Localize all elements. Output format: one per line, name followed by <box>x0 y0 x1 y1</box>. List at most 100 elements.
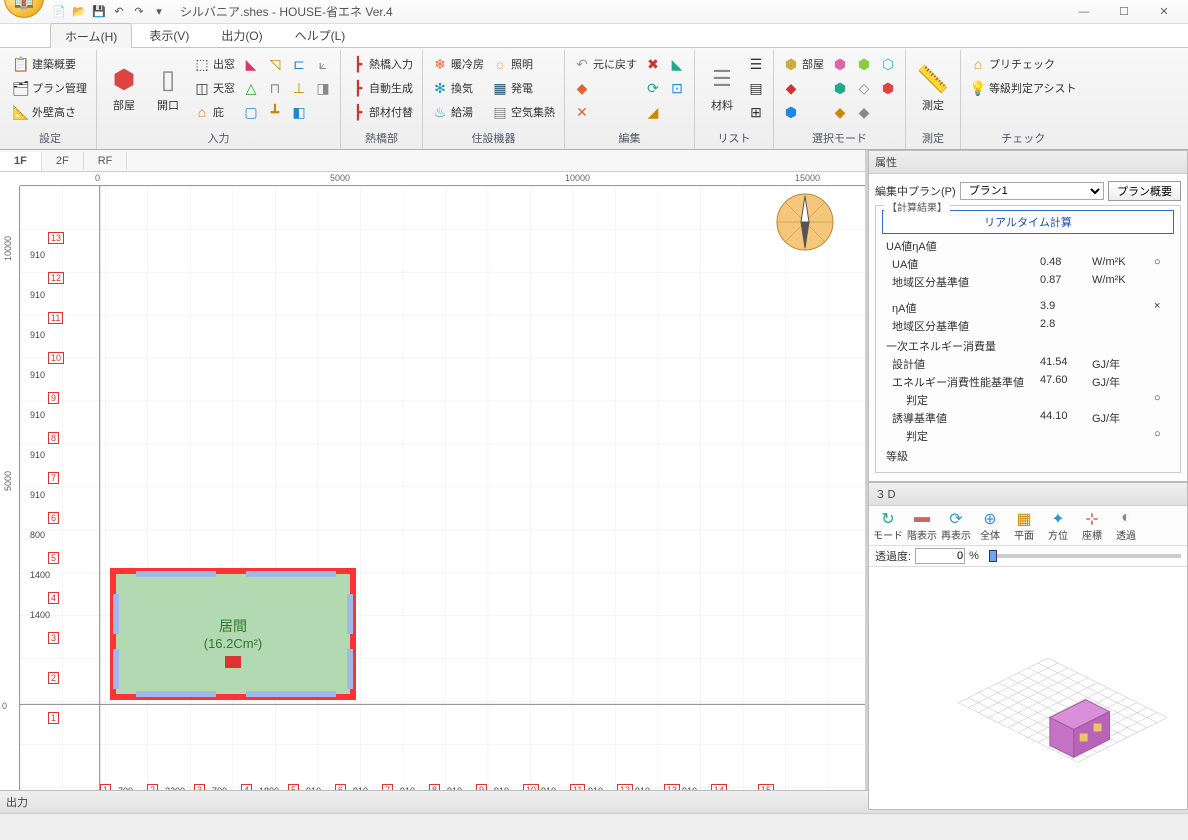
shape-btn-6[interactable]: ┻ <box>264 100 286 124</box>
edit-b3[interactable]: ✕ <box>571 100 640 124</box>
sel-b11[interactable]: ⬢ <box>877 76 899 100</box>
plan-overview-button[interactable]: プラン概要 <box>1108 181 1181 201</box>
opacity-input[interactable] <box>915 548 965 564</box>
list-b3[interactable]: ⊞ <box>745 100 767 124</box>
opening-button[interactable]: ▯開口 <box>147 52 189 124</box>
close-button[interactable]: ✕ <box>1144 0 1184 24</box>
shape-btn-7[interactable]: ⊏ <box>288 52 310 76</box>
measure-button[interactable]: 📏測定 <box>912 52 954 124</box>
sel-b6[interactable]: ◆ <box>829 100 851 124</box>
e2-icon: ◆ <box>574 80 590 96</box>
vent-button[interactable]: ✻換気 <box>429 76 487 100</box>
plan-button[interactable]: ▦平面 <box>1009 509 1039 542</box>
shape-btn-9[interactable]: ◧ <box>288 100 310 124</box>
undo-icon: ↶ <box>574 56 590 72</box>
undo-button[interactable]: ↶元に戻す <box>571 52 640 76</box>
undo-icon[interactable]: ↶ <box>110 3 128 21</box>
open-icon[interactable]: 📂 <box>70 3 88 21</box>
grade-assist-button[interactable]: 💡等級判定アシスト <box>967 76 1080 100</box>
edit-b8[interactable]: ⊡ <box>666 76 688 100</box>
redraw-button[interactable]: ⟳再表示 <box>941 509 971 542</box>
save-icon[interactable]: 💾 <box>90 3 108 21</box>
room-living[interactable]: 居間 (16.2Cm²) <box>110 568 356 700</box>
dim-value: 910 <box>400 786 415 790</box>
new-icon[interactable]: 📄 <box>50 3 68 21</box>
floor-tab-1f[interactable]: 1F <box>0 152 42 170</box>
material-button[interactable]: ☰材料 <box>701 52 743 124</box>
dim-value: 800 <box>30 530 45 540</box>
measure-icon: 📏 <box>917 63 949 95</box>
plan-manage-button[interactable]: 🗂プラン管理 <box>10 76 90 100</box>
sel-b3[interactable]: ⬢ <box>780 100 827 124</box>
e6-icon: ◢ <box>645 104 661 120</box>
redo-icon[interactable]: ↷ <box>130 3 148 21</box>
qat-dropdown-icon[interactable]: ▾ <box>150 3 168 21</box>
sb6-icon: ◆ <box>832 104 848 120</box>
shape-btn-10[interactable]: ⟀ <box>312 52 334 76</box>
edit-b7[interactable]: ◣ <box>666 52 688 76</box>
plan-select[interactable]: プラン1 <box>960 182 1104 200</box>
tab-home[interactable]: ホーム(H) <box>50 23 132 48</box>
app-menu-button[interactable]: 🏠 <box>4 0 44 18</box>
sel-room-button[interactable]: ⬢部屋 <box>780 52 827 76</box>
tab-help[interactable]: ヘルプ(L) <box>280 22 361 47</box>
sel-b5[interactable]: ⬢ <box>829 76 851 100</box>
auto-icon: ┣ <box>350 80 366 96</box>
doc-icon: 📋 <box>13 56 29 72</box>
floor-tab-2f[interactable]: 2F <box>42 152 84 170</box>
dim-value: 910 <box>588 786 603 790</box>
sel-b8[interactable]: ◇ <box>853 76 875 100</box>
coord-button[interactable]: ⊹座標 <box>1077 509 1107 542</box>
slider-track[interactable] <box>989 554 1181 558</box>
shape-btn-4[interactable]: ◹ <box>264 52 286 76</box>
guide-label: 誘導基準値 <box>882 410 1038 426</box>
replace-button[interactable]: ┣部材付替 <box>347 100 416 124</box>
edit-b6[interactable]: ◢ <box>642 100 664 124</box>
mode-button[interactable]: ↻モード <box>873 509 903 542</box>
hotwater-button[interactable]: ♨給湯 <box>429 100 487 124</box>
baywindow-button[interactable]: ⬚出窓 <box>191 52 238 76</box>
autogen-button[interactable]: ┣自動生成 <box>347 76 416 100</box>
sel-b2[interactable]: ◆ <box>780 76 827 100</box>
edit-b2[interactable]: ◆ <box>571 76 640 100</box>
light-button[interactable]: ☼照明 <box>489 52 558 76</box>
list-b2[interactable]: ▤ <box>745 76 767 100</box>
edit-b4[interactable]: ✖ <box>642 52 664 76</box>
shape-btn-3[interactable]: ▢ <box>240 100 262 124</box>
sel-b4[interactable]: ⬢ <box>829 52 851 76</box>
dim-value: 1400 <box>30 570 50 580</box>
shape-btn-8[interactable]: ⊥ <box>288 76 310 100</box>
building-summary-button[interactable]: 📋建築概要 <box>10 52 90 76</box>
bridge-input-button[interactable]: ┣熱橋入力 <box>347 52 416 76</box>
tab-view[interactable]: 表示(V) <box>134 22 204 47</box>
eave-button[interactable]: ⌂庇 <box>191 100 238 124</box>
trans-button[interactable]: ◐透過 <box>1111 509 1141 542</box>
3d-viewport[interactable] <box>869 567 1187 809</box>
all-button[interactable]: ⊕全体 <box>975 509 1005 542</box>
tab-output[interactable]: 出力(O) <box>206 22 277 47</box>
power-button[interactable]: ▦発電 <box>489 76 558 100</box>
maximize-button[interactable]: ☐ <box>1104 0 1144 24</box>
sel-b10[interactable]: ⬡ <box>877 52 899 76</box>
dim-marker: 1 <box>48 712 59 724</box>
drawing-canvas[interactable]: 0 5000 10000 15000 10000 5000 0 <box>0 172 865 790</box>
ua-mark: ○ <box>1154 256 1174 272</box>
floor-tab-rf[interactable]: RF <box>84 152 128 170</box>
aircoll-button[interactable]: ▤空気集熱 <box>489 100 558 124</box>
dir-button[interactable]: ✦方位 <box>1043 509 1073 542</box>
edit-b5[interactable]: ⟳ <box>642 76 664 100</box>
hvac-button[interactable]: ❄暖冷房 <box>429 52 487 76</box>
minimize-button[interactable]: — <box>1064 0 1104 24</box>
skylight-button[interactable]: ◫天窓 <box>191 76 238 100</box>
shape-btn-5[interactable]: ⊓ <box>264 76 286 100</box>
room-button[interactable]: ⬢部屋 <box>103 52 145 124</box>
precheck-button[interactable]: ⌂プリチェック <box>967 52 1080 76</box>
list-b1[interactable]: ☰ <box>745 52 767 76</box>
wall-height-button[interactable]: 📐外壁高さ <box>10 100 90 124</box>
sel-b9[interactable]: ◆ <box>853 100 875 124</box>
floor-button[interactable]: ▬階表示 <box>907 509 937 542</box>
shape-btn-2[interactable]: △ <box>240 76 262 100</box>
sel-b7[interactable]: ⬢ <box>853 52 875 76</box>
shape-btn-1[interactable]: ◣ <box>240 52 262 76</box>
shape-btn-11[interactable]: ◨ <box>312 76 334 100</box>
